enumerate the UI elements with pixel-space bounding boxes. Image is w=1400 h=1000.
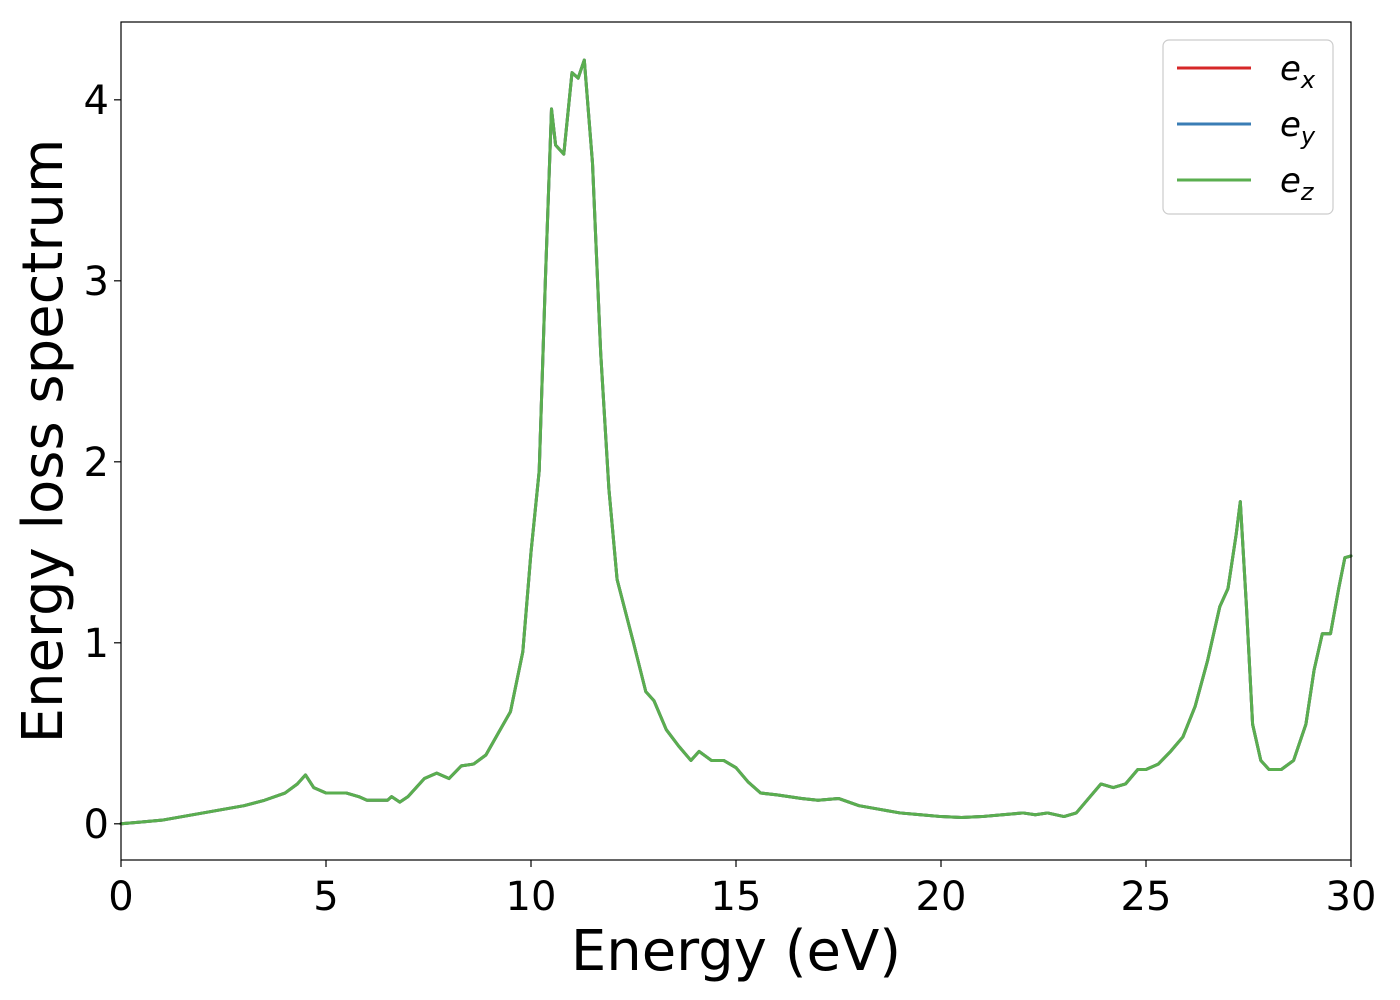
y-axis: 0 1 2 3 4 <box>84 78 121 848</box>
series-line-e_z <box>119 58 1353 826</box>
legend-box <box>1162 39 1334 215</box>
x-tick-label: 10 <box>506 874 557 920</box>
series-lines <box>119 58 1353 826</box>
y-tick-label: 1 <box>84 621 109 667</box>
x-axis: 0 5 10 15 20 25 30 <box>108 860 1376 920</box>
x-axis-label: Energy (eV) <box>571 919 901 984</box>
x-tick-label: 30 <box>1326 874 1377 920</box>
y-axis-label: Energy loss spectrum <box>11 139 76 744</box>
plot-area <box>121 22 1351 860</box>
x-tick-label: 15 <box>711 874 762 920</box>
y-tick-label: 3 <box>84 259 109 305</box>
y-tick-label: 0 <box>84 802 109 848</box>
x-tick-label: 25 <box>1121 874 1172 920</box>
y-tick-label: 4 <box>84 78 109 124</box>
x-tick-label: 20 <box>916 874 967 920</box>
x-tick-label: 0 <box>108 874 133 920</box>
y-tick-label: 2 <box>84 440 109 486</box>
x-tick-label: 5 <box>313 874 338 920</box>
